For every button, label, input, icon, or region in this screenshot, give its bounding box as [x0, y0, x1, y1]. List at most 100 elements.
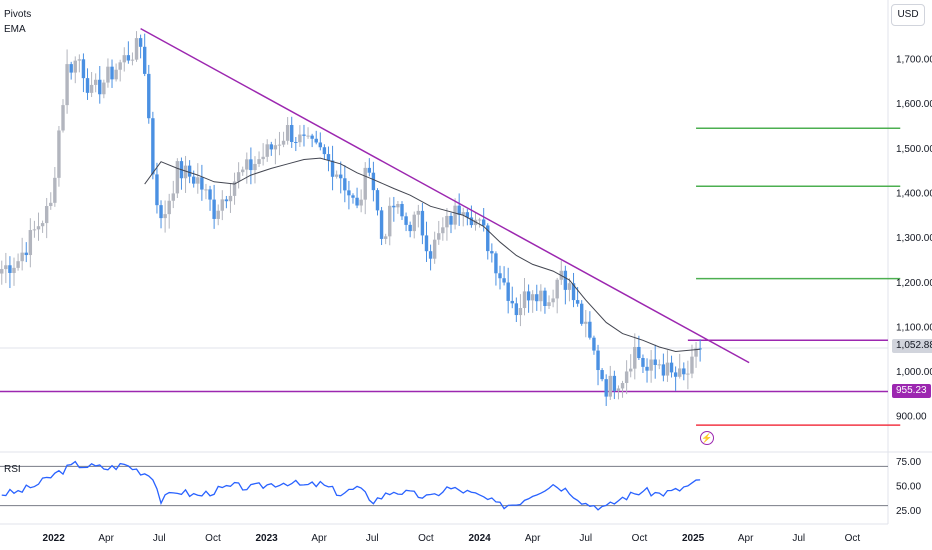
candle-body: [596, 350, 600, 371]
candle-body: [204, 189, 208, 191]
price-tick-label: 1,400.00: [896, 188, 932, 199]
candle-body: [522, 291, 527, 309]
candle-body: [147, 73, 151, 119]
candle-body: [334, 174, 339, 177]
candle-body: [220, 199, 224, 211]
candle-body: [53, 177, 57, 203]
candle-body: [183, 165, 188, 179]
candle-body: [375, 190, 380, 211]
candle-body: [281, 140, 286, 145]
candle-body: [93, 79, 98, 85]
candle-body: [20, 252, 24, 262]
time-tick-label: Oct: [845, 533, 861, 544]
time-tick-label: Jul: [579, 533, 592, 544]
candle-body: [208, 189, 212, 200]
price-tick-label: 1,100.00: [896, 322, 932, 333]
currency-selector-button[interactable]: USD: [891, 4, 925, 26]
candle-body: [396, 203, 400, 208]
candle-body: [363, 167, 367, 200]
candle-body: [469, 217, 474, 226]
price-tick-label: 1,300.00: [896, 233, 932, 244]
time-axis[interactable]: 2022 Apr Jul Oct 2023 Apr Jul Oct 2024 Apr Jul Oct 2…: [43, 533, 861, 544]
candle-body: [445, 215, 449, 228]
candle-body: [612, 375, 617, 391]
price-tick-label: 1,200.00: [896, 278, 932, 289]
candle-body: [359, 199, 363, 206]
candle-body: [122, 55, 126, 63]
candle-body: [81, 59, 86, 79]
candle-body: [669, 362, 674, 373]
candle-body: [412, 214, 416, 232]
candle-body: [555, 279, 559, 299]
lightning-icon[interactable]: ⚡: [700, 431, 714, 445]
candle-body: [253, 163, 257, 171]
candle-body: [420, 210, 425, 236]
candle-body: [486, 225, 490, 252]
candle-body: [408, 224, 412, 232]
ema-indicator-label[interactable]: EMA: [4, 24, 26, 35]
candle-body: [167, 200, 171, 215]
candle-body: [77, 59, 82, 61]
candle-body: [567, 283, 572, 290]
downtrend-line[interactable]: [140, 27, 750, 364]
support-level-badge: 955.23: [892, 384, 931, 398]
candle-body: [130, 59, 135, 61]
candle-body: [294, 142, 298, 144]
candle-body: [457, 205, 461, 215]
candle-body: [175, 161, 180, 194]
candle-body: [343, 178, 347, 191]
candle-body: [604, 379, 608, 397]
candle-body: [339, 174, 343, 179]
price-tick-label: 1,500.00: [896, 144, 932, 155]
candle-body: [138, 38, 143, 47]
candle-body: [114, 69, 118, 80]
rsi-tick-label: 75.00: [896, 457, 921, 468]
candle-body: [285, 125, 290, 141]
candle-body: [416, 210, 421, 215]
time-tick-label: Apr: [311, 533, 327, 544]
candle-body: [543, 290, 547, 306]
candle-body: [629, 368, 633, 372]
candle-body: [159, 205, 163, 219]
candle-body: [49, 202, 53, 207]
candle-body: [89, 84, 94, 93]
time-tick-label: Oct: [205, 533, 221, 544]
candle-body: [8, 265, 12, 273]
candle-body: [326, 154, 331, 161]
candle-body: [653, 359, 657, 365]
candle-body: [682, 368, 686, 375]
candle-body: [57, 130, 61, 178]
time-tick-label: 2025: [682, 533, 705, 544]
candle-body: [134, 38, 139, 60]
rsi-line: [1, 460, 701, 511]
candle-body: [514, 303, 519, 316]
candle-body: [535, 294, 539, 302]
pivot-levels: [696, 127, 901, 426]
candle-body: [400, 203, 404, 217]
candle-body: [298, 134, 302, 143]
rsi-pane: 75.00 50.00 25.00: [0, 457, 921, 517]
rsi-indicator-label[interactable]: RSI: [4, 464, 21, 475]
price-axis[interactable]: 1,700.00 1,600.00 1,500.00 1,400.00 1,300.00…: [896, 55, 932, 423]
candle-body: [126, 55, 131, 61]
candle-body: [4, 265, 8, 270]
candle-body: [273, 145, 278, 150]
candle-body: [383, 236, 388, 239]
candle-body: [318, 142, 323, 148]
time-tick-label: Jul: [153, 533, 166, 544]
candle-body: [347, 190, 351, 196]
candle-body: [453, 205, 457, 225]
trendline-group[interactable]: [140, 27, 750, 364]
candle-body: [16, 261, 20, 268]
candle-body: [192, 176, 196, 184]
candle-body: [563, 270, 568, 290]
candle-body: [616, 388, 621, 391]
ema-series: [144, 157, 701, 352]
time-tick-label: Apr: [98, 533, 114, 544]
pivots-indicator-label[interactable]: Pivots: [4, 9, 32, 20]
candle-body: [620, 383, 625, 389]
candle-body: [678, 368, 682, 377]
candle-body: [212, 199, 216, 219]
candle-body: [102, 82, 106, 95]
